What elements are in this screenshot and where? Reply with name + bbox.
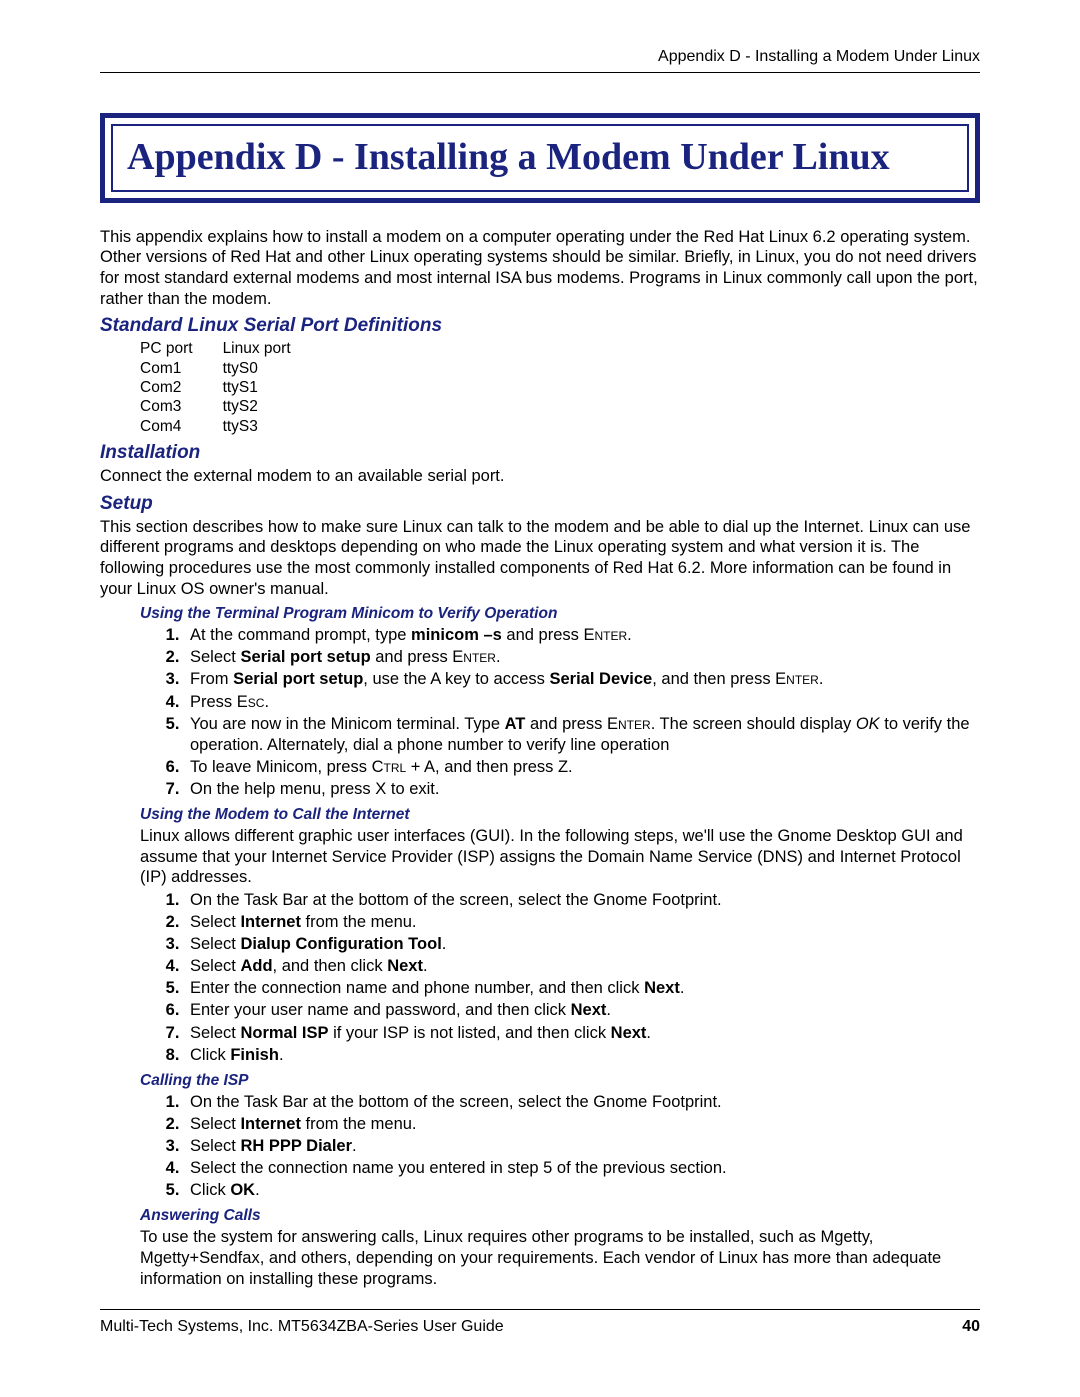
- heading-installation: Installation: [100, 442, 980, 464]
- table-cell: Linux port: [223, 339, 321, 358]
- installation-text: Connect the external modem to an availab…: [100, 466, 980, 487]
- list-item: Press Esc.: [184, 692, 980, 713]
- title-box-outer: Appendix D - Installing a Modem Under Li…: [100, 113, 980, 203]
- heading-answering: Answering Calls: [140, 1207, 980, 1225]
- footer: Multi-Tech Systems, Inc. MT5634ZBA-Serie…: [100, 1318, 980, 1336]
- ports-table: PC port Linux port Com1 ttyS0 Com2 ttyS1…: [140, 339, 321, 436]
- list-item: On the help menu, press X to exit.: [184, 779, 980, 800]
- minicom-steps: At the command prompt, type minicom –s a…: [140, 625, 980, 800]
- list-item: On the Task Bar at the bottom of the scr…: [184, 1092, 980, 1113]
- table-cell: ttyS0: [223, 359, 321, 378]
- list-item: Select Internet from the menu.: [184, 1114, 980, 1135]
- table-cell: ttyS2: [223, 397, 321, 416]
- intro-paragraph: This appendix explains how to install a …: [100, 227, 980, 310]
- answering-text: To use the system for answering calls, L…: [140, 1227, 980, 1289]
- table-row: Com1 ttyS0: [140, 359, 321, 378]
- list-item: From Serial port setup, use the A key to…: [184, 669, 980, 690]
- isp-steps: On the Task Bar at the bottom of the scr…: [140, 1092, 980, 1202]
- heading-isp: Calling the ISP: [140, 1072, 980, 1090]
- internet-steps: On the Task Bar at the bottom of the scr…: [140, 890, 980, 1066]
- title-box-inner: Appendix D - Installing a Modem Under Li…: [111, 124, 969, 192]
- table-cell: Com1: [140, 359, 223, 378]
- table-cell: Com2: [140, 378, 223, 397]
- footer-rule: [100, 1309, 980, 1310]
- list-item: You are now in the Minicom terminal. Typ…: [184, 714, 980, 756]
- list-item: Select RH PPP Dialer.: [184, 1136, 980, 1157]
- heading-minicom: Using the Terminal Program Minicom to Ve…: [140, 605, 980, 623]
- footer-left: Multi-Tech Systems, Inc. MT5634ZBA-Serie…: [100, 1318, 504, 1336]
- list-item: Click OK.: [184, 1180, 980, 1201]
- list-item: Click Finish.: [184, 1045, 980, 1066]
- list-item: Select Internet from the menu.: [184, 912, 980, 933]
- list-item: Enter the connection name and phone numb…: [184, 978, 980, 999]
- list-item: To leave Minicom, press Ctrl + A, and th…: [184, 757, 980, 778]
- heading-ports: Standard Linux Serial Port Definitions: [100, 315, 980, 337]
- list-item: Enter your user name and password, and t…: [184, 1000, 980, 1021]
- table-cell: ttyS1: [223, 378, 321, 397]
- header-rule: [100, 72, 980, 73]
- page: Appendix D - Installing a Modem Under Li…: [0, 0, 1080, 1384]
- table-row: Com4 ttyS3: [140, 417, 321, 436]
- list-item: On the Task Bar at the bottom of the scr…: [184, 890, 980, 911]
- list-item: Select Serial port setup and press Enter…: [184, 647, 980, 668]
- table-row: Com3 ttyS2: [140, 397, 321, 416]
- list-item: Select the connection name you entered i…: [184, 1158, 980, 1179]
- page-number: 40: [962, 1318, 980, 1336]
- table-cell: Com3: [140, 397, 223, 416]
- running-head: Appendix D - Installing a Modem Under Li…: [100, 48, 980, 66]
- page-title: Appendix D - Installing a Modem Under Li…: [127, 136, 953, 180]
- table-row: PC port Linux port: [140, 339, 321, 358]
- list-item: Select Add, and then click Next.: [184, 956, 980, 977]
- table-row: Com2 ttyS1: [140, 378, 321, 397]
- heading-setup: Setup: [100, 493, 980, 515]
- list-item: At the command prompt, type minicom –s a…: [184, 625, 980, 646]
- table-cell: Com4: [140, 417, 223, 436]
- table-cell: ttyS3: [223, 417, 321, 436]
- list-item: Select Dialup Configuration Tool.: [184, 934, 980, 955]
- list-item: Select Normal ISP if your ISP is not lis…: [184, 1023, 980, 1044]
- table-cell: PC port: [140, 339, 223, 358]
- setup-text: This section describes how to make sure …: [100, 517, 980, 600]
- internet-text: Linux allows different graphic user inte…: [140, 826, 980, 888]
- heading-internet: Using the Modem to Call the Internet: [140, 806, 980, 824]
